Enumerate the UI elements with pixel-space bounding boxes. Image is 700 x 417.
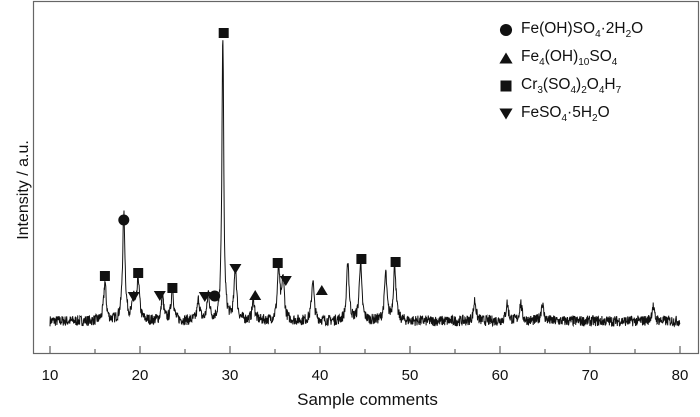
y-axis-label: Intensity / a.u. [15,140,32,240]
legend-item: Cr3(SO4)2O4H7 [497,72,643,100]
square-marker-icon [133,268,144,278]
triangle-down-marker-icon [499,108,513,120]
legend-item: Fe(OH)SO4·2H2O [497,16,643,44]
x-axis-label: Sample comments [297,390,438,409]
triangle-up-marker-icon [249,290,262,300]
legend-item: Fe4(OH)10SO4 [497,44,643,72]
legend-label: Cr3(SO4)2O4H7 [521,75,622,97]
triangle-down-marker-icon [198,292,211,302]
x-axis-ticks [49,346,681,353]
x-tick-label: 30 [221,367,239,384]
triangle-up-marker-icon [499,52,513,64]
legend-label: Fe(OH)SO4·2H2O [521,19,644,41]
circle-marker-icon [209,290,221,302]
square-marker-icon [390,257,401,267]
plot-frame [32,0,700,355]
legend-label: FeSO4·5H2O [521,103,610,125]
x-tick-label: 60 [491,367,509,384]
x-tick-label: 80 [671,367,689,384]
square-marker-icon [500,80,512,92]
square-legend-icon [497,79,515,93]
x-tick-label: 50 [401,367,419,384]
triangle-down-marker-icon [127,292,140,302]
xrd-pattern-line [49,40,681,328]
x-tick-label: 40 [311,367,329,384]
circle-legend-icon [497,23,515,37]
legend-label: Fe4(OH)10SO4 [521,47,618,69]
x-tick-label: 10 [41,367,59,384]
square-marker-icon [356,254,367,264]
triangle-down-legend-icon [497,107,515,121]
x-tick-label: 20 [131,367,149,384]
square-marker-icon [167,283,178,293]
circle-marker-icon [499,23,513,37]
triangle-up-marker-icon [315,285,328,295]
triangle-down-marker-icon [229,264,242,274]
triangle-down-marker-icon [279,276,292,286]
legend: Fe(OH)SO4·2H2O Fe4(OH)10SO4 Cr3(SO4)2O4H7 F… [497,16,643,128]
square-marker-icon [218,28,229,38]
triangle-up-legend-icon [497,51,515,65]
square-marker-icon [272,258,283,268]
peak-markers [99,28,401,302]
legend-item: FeSO4·5H2O [497,100,643,128]
square-marker-icon [99,271,110,281]
triangle-down-marker-icon [153,291,166,301]
x-tick-label: 70 [581,367,599,384]
circle-marker-icon [118,214,130,226]
